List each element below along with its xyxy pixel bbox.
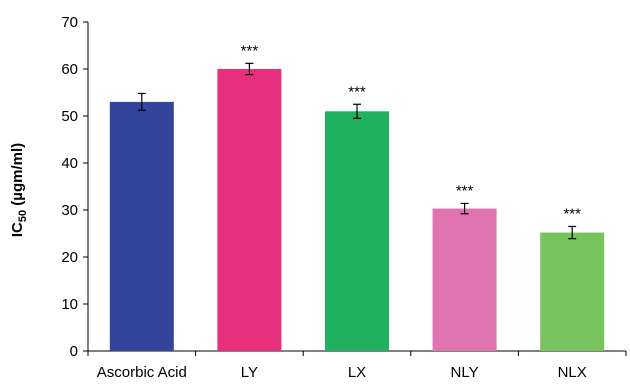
bars: *** *** *** *** xyxy=(110,42,604,351)
y-tick-label: 40 xyxy=(61,155,78,172)
x-tick-label: LX xyxy=(348,364,366,381)
y-tick-label: 50 xyxy=(61,108,78,125)
significance-label: *** xyxy=(348,83,366,100)
y-ticks: 0 10 20 30 40 50 60 70 xyxy=(61,14,88,360)
y-tick-label: 0 xyxy=(70,343,78,360)
y-tick-label: 20 xyxy=(61,249,78,266)
x-tick-label: NLY xyxy=(451,364,479,381)
bar xyxy=(325,111,389,351)
y-axis-label-subscript: 50 xyxy=(17,210,29,222)
bar xyxy=(540,233,604,351)
significance-label: *** xyxy=(241,42,259,59)
x-ticks: Ascorbic Acid LY LX NLY NLX xyxy=(88,351,626,381)
svg-text:IC50 (µgm/ml): IC50 (µgm/ml) xyxy=(9,143,29,237)
x-tick-label: Ascorbic Acid xyxy=(97,364,187,381)
bar xyxy=(110,102,174,351)
y-tick-label: 10 xyxy=(61,296,78,313)
y-tick-label: 70 xyxy=(61,14,78,31)
significance-label: *** xyxy=(563,205,581,222)
bar xyxy=(217,69,281,351)
y-axis-label-prefix: IC xyxy=(9,222,26,237)
y-axis-label-suffix: (µgm/ml) xyxy=(9,143,26,210)
significance-label: *** xyxy=(456,182,474,199)
x-tick-label: NLX xyxy=(558,364,587,381)
y-tick-label: 30 xyxy=(61,202,78,219)
y-tick-label: 60 xyxy=(61,61,78,78)
x-tick-label: LY xyxy=(241,364,258,381)
y-axis-label: IC50 (µgm/ml) xyxy=(9,143,29,237)
bar xyxy=(433,209,497,351)
